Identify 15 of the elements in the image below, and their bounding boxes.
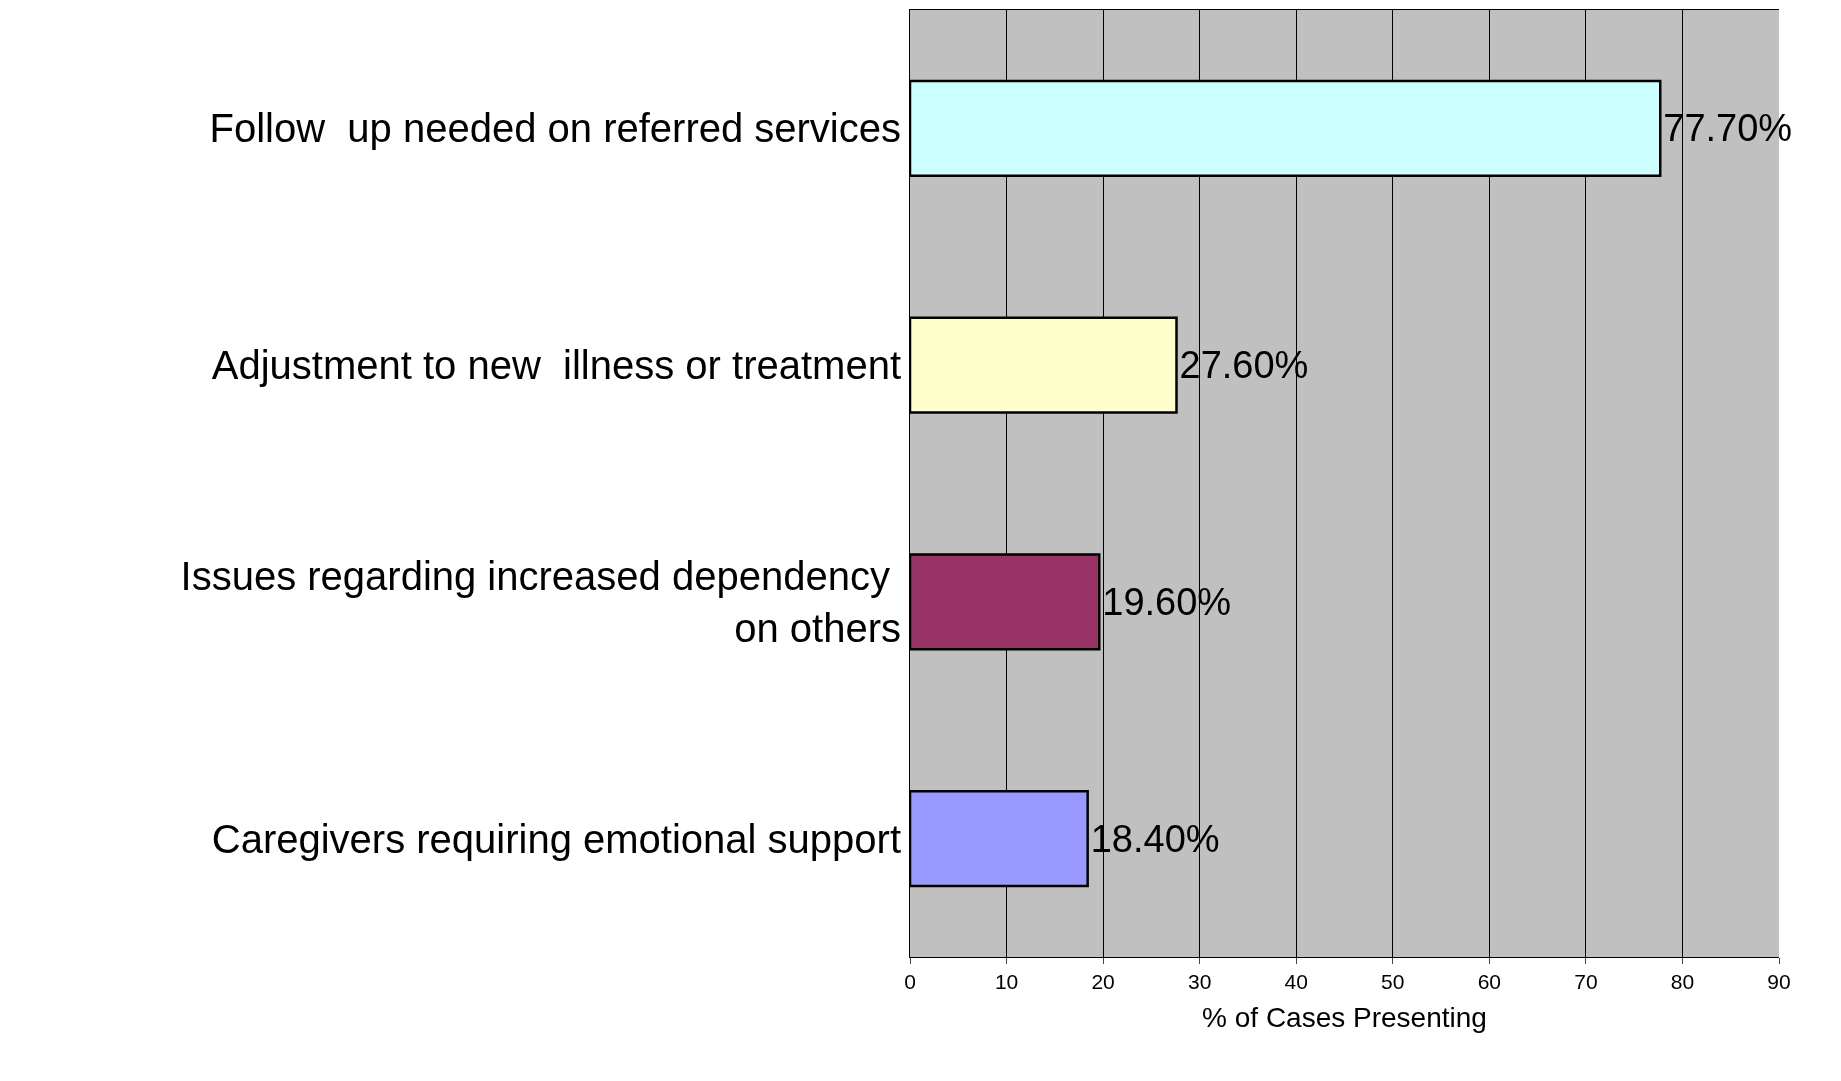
x-axis-title: % of Cases Presenting [1202,1002,1487,1034]
x-tick-label: 80 [1670,970,1695,994]
x-tick-label: 40 [1284,970,1308,994]
y-tick-label: Follow up needed on referred services [209,106,901,151]
x-tick-label: 20 [1091,970,1115,994]
x-tick-label: 60 [1477,970,1502,994]
y-tick-label: Caregivers requiring emotional support [211,816,901,861]
y-tick-label: Issues regarding increased dependency on others [180,553,901,650]
x-tick-label: 70 [1574,970,1598,994]
x-tick-label: 10 [994,970,1019,994]
x-tick-label: 0 [904,970,916,994]
x-tick-label: 30 [1187,970,1212,994]
x-tick-label: 50 [1381,970,1405,994]
y-tick-label: Adjustment to new illness or treatment [211,343,901,388]
x-tick-label: 90 [1767,970,1791,994]
